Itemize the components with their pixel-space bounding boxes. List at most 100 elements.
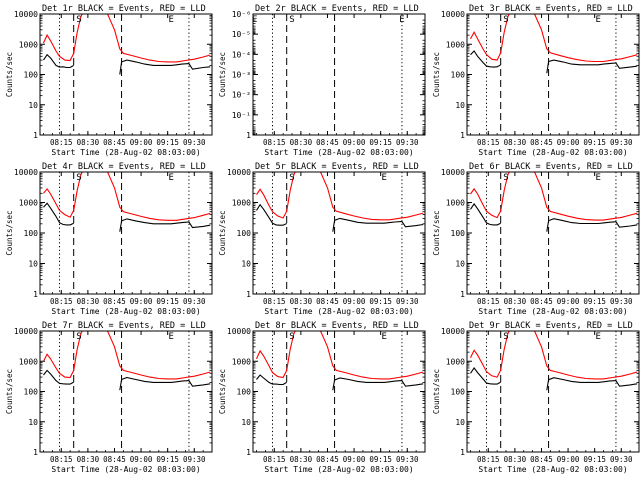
y-tick-label: 10⁻⁶ (232, 10, 251, 19)
series-group (255, 331, 424, 391)
y-axis-label: Counts/sec (218, 52, 227, 97)
y-tick-label: 10 (455, 101, 465, 110)
plot-frame (39, 171, 213, 295)
x-axis-label: Start Time (28-Aug-02 08:03:00) (51, 465, 200, 474)
panel-det5: Det 5r BLACK = Events, RED = LLD 1 10 100 10… (218, 162, 426, 316)
events-series-line (43, 369, 74, 385)
y-tick-label: 1000 (232, 199, 251, 208)
panel-det2: Det 2r BLACK = Events, RED = LLD 1 10⁻¹ 10⁻… (218, 4, 426, 157)
y-axis-label: Counts/sec (218, 210, 227, 255)
events-series-line (256, 374, 287, 386)
y-tick-label: 100 (237, 229, 252, 238)
y-tick-label: 1 (460, 290, 465, 299)
events-series-line (332, 217, 424, 232)
y-tick-label: 100 (451, 229, 466, 238)
plot-frame (39, 330, 213, 453)
y-tick-label: 10 (28, 260, 38, 269)
y-tick-label: 10000 (227, 168, 251, 177)
panel-det4: Det 4r BLACK = Events, RED = LLD 1 10 100 10… (5, 162, 213, 316)
panel-title: Det 1r BLACK = Events, RED = LLD (42, 4, 206, 14)
x-tick-label: 09:15 (156, 138, 179, 147)
x-tick-label: 09:15 (583, 455, 606, 464)
x-tick-label: 09:30 (610, 138, 633, 147)
x-tick-label: 08:15 (50, 297, 73, 306)
y-axis-label: Counts/sec (5, 52, 14, 97)
y-tick-label: 1 (33, 131, 38, 140)
panel-det1: Det 1r BLACK = Events, RED = LLD 1 10 100 10… (5, 4, 213, 157)
x-tick-label: 09:30 (610, 297, 633, 306)
y-tick-label: 10 (455, 260, 465, 269)
series-group (470, 14, 638, 74)
y-tick-label: 10000 (14, 168, 38, 177)
x-tick-label: 08:45 (103, 297, 126, 306)
start-marker-label: S (76, 332, 81, 342)
lld-series-line (256, 172, 424, 221)
x-tick-label: 08:30 (504, 455, 527, 464)
y-tick-label: 1000 (19, 199, 38, 208)
x-tick-label: 09:00 (343, 297, 366, 306)
lld-series-line (43, 172, 211, 221)
series-group (256, 172, 424, 232)
y-tick-label: 1 (460, 448, 465, 457)
x-tick-label: 09:00 (557, 455, 580, 464)
plot-frame (466, 13, 640, 136)
events-series-line (332, 377, 424, 391)
y-tick-label: 10000 (441, 10, 465, 19)
x-tick-label: 09:00 (130, 297, 153, 306)
x-tick-label: 08:30 (290, 138, 313, 147)
x-tick-label: 09:00 (557, 297, 580, 306)
plot-frame (252, 171, 426, 295)
y-tick-label: 10 (241, 418, 251, 427)
x-axis-label: Start Time (28-Aug-02 08:03:00) (478, 307, 627, 316)
end-marker-label: E (596, 332, 601, 342)
y-tick-label: 10⁻³ (232, 71, 251, 80)
x-tick-label: 09:15 (369, 297, 392, 306)
y-tick-label: 10000 (14, 10, 38, 19)
series-group (43, 331, 211, 391)
x-tick-label: 09:30 (183, 138, 206, 147)
series-group (470, 172, 638, 232)
x-axis-label: Start Time (28-Aug-02 08:03:00) (51, 148, 200, 157)
end-marker-label: E (169, 332, 174, 342)
plot-frame (39, 13, 213, 136)
y-axis-label: Counts/sec (5, 210, 14, 255)
panel-det7: Det 7r BLACK = Events, RED = LLD 1 10 100 10… (5, 321, 213, 474)
end-marker-label: E (382, 173, 387, 183)
events-series-line (546, 59, 638, 74)
series-group (43, 172, 211, 232)
events-series-line (119, 218, 211, 232)
x-tick-label: 09:00 (343, 138, 366, 147)
y-axis-label: Counts/sec (432, 52, 441, 97)
events-series-line (470, 202, 501, 226)
start-marker-label: S (289, 332, 294, 342)
end-marker-label: E (596, 173, 601, 183)
x-tick-label: 08:30 (504, 297, 527, 306)
x-tick-label: 08:15 (263, 138, 286, 147)
y-tick-label: 1000 (232, 357, 251, 366)
y-tick-label: 1000 (446, 40, 465, 49)
end-marker-label: E (382, 332, 387, 342)
events-series-line (470, 367, 501, 385)
x-tick-label: 08:30 (77, 455, 100, 464)
panel-det6: Det 6r BLACK = Events, RED = LLD 1 10 100 10… (432, 162, 640, 316)
x-tick-label: 09:30 (396, 297, 419, 306)
y-tick-label: 10⁻² (232, 91, 251, 100)
y-axis-label: Counts/sec (432, 210, 441, 255)
y-tick-label: 10⁻¹ (232, 111, 251, 120)
x-tick-label: 08:45 (103, 138, 126, 147)
y-tick-label: 100 (24, 229, 39, 238)
x-tick-label: 08:45 (316, 455, 339, 464)
x-tick-label: 09:30 (396, 138, 419, 147)
y-tick-label: 10 (455, 418, 465, 427)
x-axis-label: Start Time (28-Aug-02 08:03:00) (51, 307, 200, 316)
events-series-line (119, 376, 211, 391)
end-marker-label: E (169, 173, 174, 183)
y-tick-label: 10 (28, 101, 38, 110)
end-marker-label: E (252, 15, 257, 25)
x-tick-label: 08:30 (290, 297, 313, 306)
y-tick-label: 100 (24, 388, 39, 397)
x-tick-label: 08:15 (263, 455, 286, 464)
y-tick-label: 1 (246, 131, 251, 140)
x-tick-label: 08:45 (316, 138, 339, 147)
x-tick-label: 08:30 (77, 138, 100, 147)
